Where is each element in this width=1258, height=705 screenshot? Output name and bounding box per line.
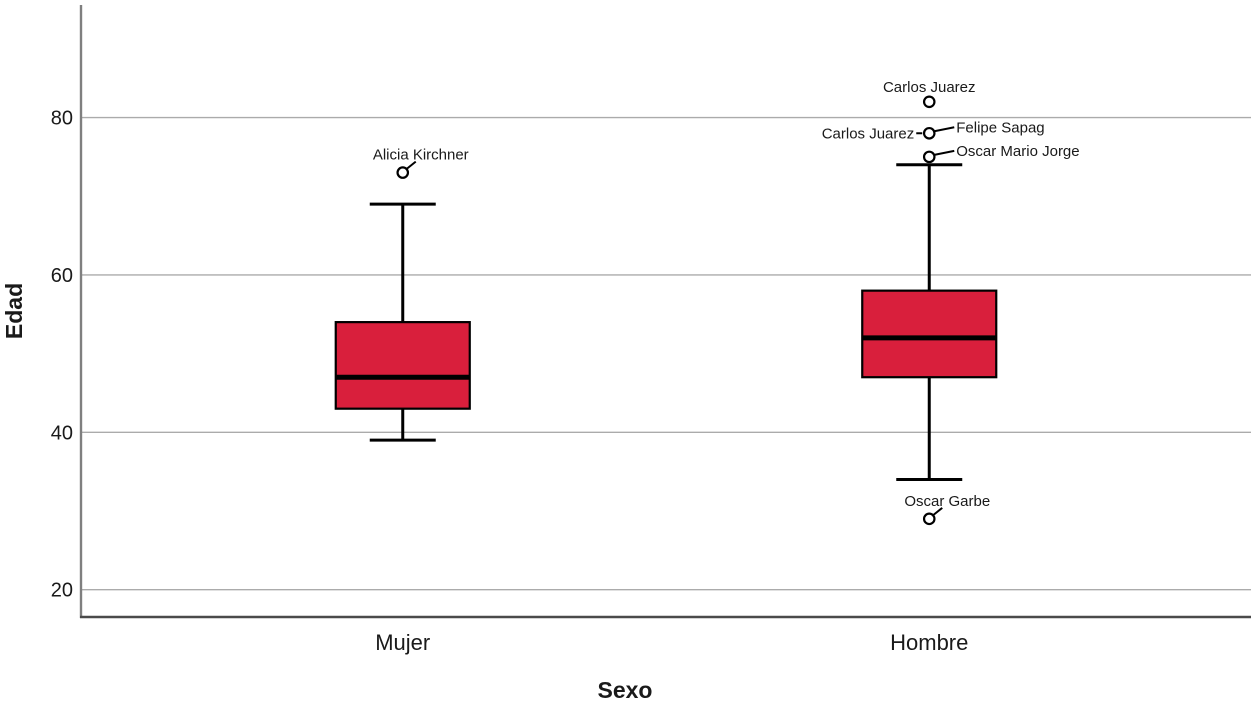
outlier-point	[396, 166, 410, 179]
outlier-label: Carlos Juarez	[822, 125, 915, 142]
outlier-label: Carlos Juarez	[883, 79, 976, 96]
outlier-label: Oscar Mario Jorge	[956, 143, 1079, 160]
y-tick-label: 80	[51, 108, 73, 130]
outlier-label: Alicia Kirchner	[373, 147, 469, 164]
y-tick-label: 60	[51, 265, 73, 287]
outlier-label: Oscar Garbe	[904, 493, 990, 510]
gridline-layer	[81, 116, 1251, 591]
axis-layer	[79, 5, 1251, 619]
outlier-point	[922, 512, 936, 526]
y-axis-title: Edad	[1, 283, 27, 339]
outlier-point	[922, 126, 936, 140]
outlier-connector	[405, 160, 417, 171]
outlier-connector	[931, 507, 943, 517]
y-tick-layer: 80 60 40 20	[51, 108, 73, 602]
outlier-connector	[934, 149, 955, 156]
boxplot-box	[861, 289, 998, 379]
boxplot-box	[334, 321, 471, 410]
category-label-layer: Mujer Hombre	[375, 630, 968, 655]
outlier-label: Felipe Sapag	[956, 119, 1044, 136]
y-tick-label: 40	[51, 422, 73, 444]
outlier-point	[922, 95, 936, 109]
outlier-connector	[934, 126, 955, 133]
y-tick-label: 20	[51, 580, 73, 602]
boxplot-mujer: Alicia Kirchner	[334, 147, 471, 442]
boxplot-hombre: Carlos Juarez Carlos Juarez Felipe Sapag Os…	[822, 79, 1080, 526]
outlier-point	[922, 150, 936, 164]
x-category-label: Hombre	[890, 630, 968, 655]
x-axis-title: Sexo	[598, 677, 653, 703]
x-category-label: Mujer	[375, 630, 430, 655]
